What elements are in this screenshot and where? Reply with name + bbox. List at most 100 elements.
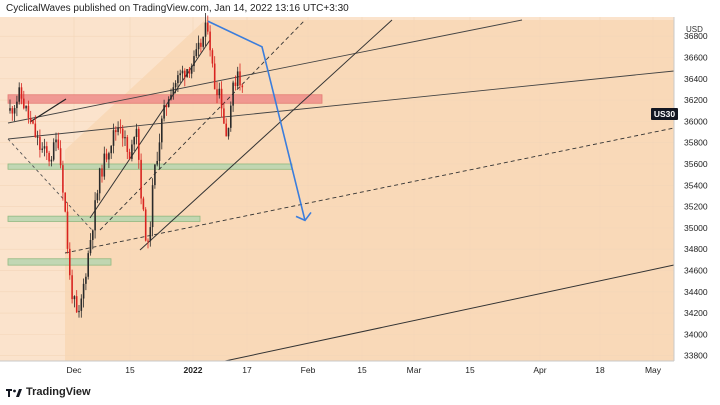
candle-body <box>110 145 112 154</box>
candle-body <box>64 192 66 212</box>
candle-body <box>151 185 154 228</box>
candle-body <box>209 31 211 51</box>
candle-body <box>211 50 214 64</box>
candle-body <box>96 193 99 201</box>
candle-body <box>41 148 43 150</box>
candle-body <box>75 296 78 313</box>
candle-body <box>135 128 138 138</box>
grid-layer <box>0 17 674 361</box>
candle-body <box>174 83 177 88</box>
price-tick-label: 36800 <box>684 31 708 41</box>
price-tick-label: 36200 <box>684 95 708 105</box>
candle-body <box>36 136 39 138</box>
trend-line <box>7 138 93 231</box>
candle-body <box>124 137 126 139</box>
time-tick-label: 15 <box>357 365 367 375</box>
candle-body <box>115 130 117 133</box>
candle-body <box>165 105 168 107</box>
currency-label: USD <box>686 25 703 34</box>
symbol-price-badge: US30 <box>651 108 678 120</box>
trend-line <box>64 127 675 254</box>
candle-body <box>234 82 237 86</box>
candle-body <box>9 108 11 111</box>
price-tick-label: 35600 <box>684 159 708 169</box>
candle-body <box>131 144 133 159</box>
candle-body <box>18 87 20 102</box>
candle-body <box>241 85 244 88</box>
candle-body <box>144 209 147 241</box>
candle-body <box>220 88 223 109</box>
brand-name: TradingView <box>26 386 91 398</box>
candle-body <box>13 108 16 114</box>
price-tick-label: 33800 <box>684 351 708 361</box>
candle-body <box>78 310 80 313</box>
time-tick-label: 18 <box>595 365 605 375</box>
candle-body <box>227 127 230 137</box>
candle-body <box>62 165 64 193</box>
candle-body <box>108 153 110 160</box>
time-tick-label: Apr <box>533 365 546 375</box>
price-axis[interactable]: 33800 34000 34200 34400 34600 34800 35000 35200… <box>684 31 708 361</box>
time-axis[interactable]: Dec 15 2022 17 Feb 15 Mar 15 Apr 18 May <box>66 365 661 375</box>
candle-body <box>225 123 227 137</box>
brand-footer[interactable]: TradingView <box>6 386 91 398</box>
time-tick-label: 15 <box>125 365 135 375</box>
trendlines-layer <box>7 19 675 362</box>
candle-body <box>232 82 234 106</box>
candle-body <box>133 137 135 145</box>
candle-body <box>197 42 200 50</box>
candle-body <box>92 230 94 240</box>
candle-body <box>207 22 209 32</box>
candle-body <box>20 87 23 99</box>
price-tick-label: 35800 <box>684 138 708 148</box>
time-tick-label: Mar <box>407 365 422 375</box>
candle-body <box>190 66 193 74</box>
candle-body <box>29 117 32 121</box>
candle-body <box>52 142 55 160</box>
time-tick-label: 15 <box>465 365 475 375</box>
candle-body <box>34 123 37 138</box>
projection-arrowhead <box>295 211 312 222</box>
trend-line <box>29 98 67 123</box>
candle-body <box>101 168 103 177</box>
candle-body <box>147 240 149 242</box>
trend-line <box>224 264 675 362</box>
candle-body <box>202 36 204 47</box>
candle-body <box>140 159 142 199</box>
candle-body <box>230 105 232 128</box>
candle-body <box>121 128 124 139</box>
price-tick-label: 34600 <box>684 265 708 275</box>
price-tick-label: 36600 <box>684 52 708 62</box>
zone-resistance <box>7 94 323 104</box>
candle-body <box>236 71 239 86</box>
candle-body <box>80 298 83 311</box>
candle-body <box>71 275 73 300</box>
candle-body <box>126 137 129 152</box>
zone-support-3 <box>7 258 112 266</box>
candle-body <box>154 164 156 186</box>
candle-body <box>193 56 195 67</box>
publisher-header: CyclicalWaves published on TradingView.c… <box>6 3 349 14</box>
candle-body <box>87 253 89 277</box>
candle-body <box>128 151 131 159</box>
candle-body <box>158 142 161 161</box>
candle-body <box>50 159 53 162</box>
candle-body <box>59 148 62 166</box>
candle-body <box>32 120 34 124</box>
candle-body <box>179 73 181 76</box>
price-tick-label: 34800 <box>684 244 708 254</box>
candle-body <box>82 283 85 299</box>
candle-body <box>98 168 101 194</box>
candle-body <box>112 130 115 146</box>
candle-body <box>163 105 165 119</box>
candle-body <box>181 70 184 74</box>
price-tick-label: 35200 <box>684 202 708 212</box>
price-tick-label: 34400 <box>684 287 708 297</box>
candle-body <box>89 239 92 254</box>
candle-body <box>27 105 30 118</box>
price-tick-label: 35400 <box>684 180 708 190</box>
candle-body <box>177 75 179 84</box>
time-tick-label: Feb <box>301 365 316 375</box>
candle-body <box>25 105 27 109</box>
